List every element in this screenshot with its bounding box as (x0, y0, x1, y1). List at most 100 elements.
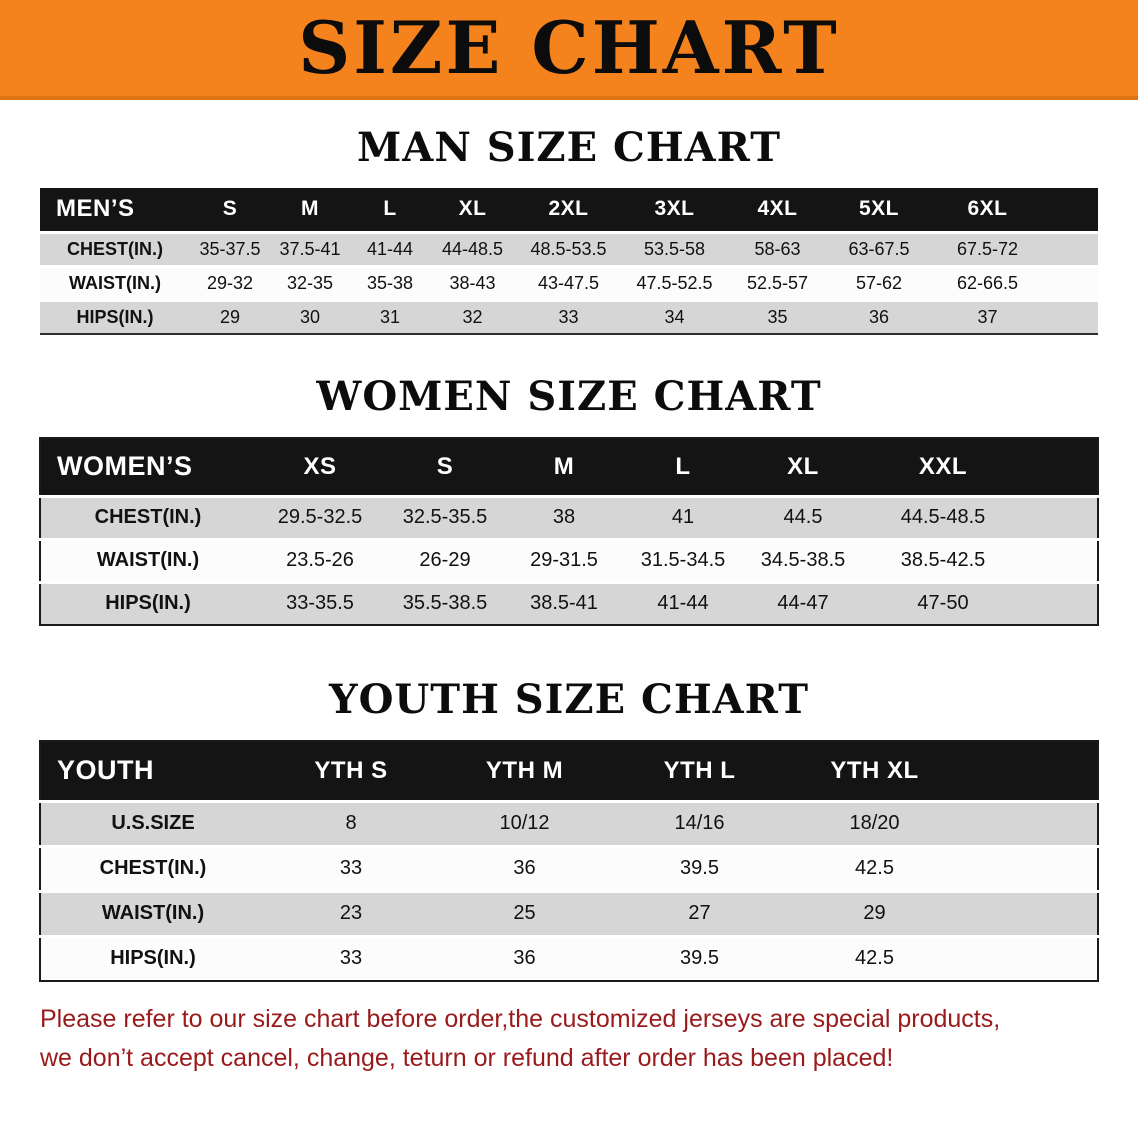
value-cell: 31 (350, 298, 430, 334)
youth-hips-row: HIPS(IN.) 33 36 39.5 42.5 (40, 934, 1098, 981)
size-column-header: YTH M (437, 741, 612, 801)
youth-table-title-cell: YOUTH (40, 741, 265, 801)
value-cell: 44-48.5 (430, 230, 515, 266)
value-cell: 62-66.5 (930, 264, 1045, 300)
row-label: CHEST(IN.) (40, 844, 265, 891)
youth-chart-heading: YOUTH SIZE CHART (329, 676, 809, 723)
value-cell: 47.5-52.5 (622, 264, 727, 300)
size-column-header: M (505, 438, 623, 496)
spacer-cell (962, 934, 1098, 981)
value-cell: 44.5 (743, 494, 863, 539)
spacer-cell (1023, 438, 1098, 496)
size-column-header: L (350, 188, 430, 232)
value-cell: 39.5 (612, 844, 787, 891)
value-cell: 35 (727, 298, 828, 334)
row-label: CHEST(IN.) (40, 494, 255, 539)
value-cell: 39.5 (612, 934, 787, 981)
value-cell: 48.5-53.5 (515, 230, 622, 266)
size-column-header: YTH S (265, 741, 437, 801)
men-table-header-row: MEN’S S M L XL 2XL 3XL 4XL 5XL 6XL (40, 188, 1098, 232)
value-cell: 36 (437, 844, 612, 891)
women-waist-row: WAIST(IN.) 23.5-26 26-29 29-31.5 31.5-34… (40, 537, 1098, 582)
value-cell: 44.5-48.5 (863, 494, 1023, 539)
men-hips-row: HIPS(IN.) 29 30 31 32 33 34 35 36 37 (40, 298, 1098, 334)
value-cell: 33 (515, 298, 622, 334)
value-cell: 35.5-38.5 (385, 580, 505, 625)
value-cell: 36 (828, 298, 930, 334)
spacer-cell (1023, 537, 1098, 582)
value-cell: 33-35.5 (255, 580, 385, 625)
women-chart-heading: WOMEN SIZE CHART (316, 373, 822, 420)
youth-size-table: YOUTH YTH S YTH M YTH L YTH XL U.S.SIZE … (39, 740, 1099, 982)
youth-chest-row: CHEST(IN.) 33 36 39.5 42.5 (40, 844, 1098, 891)
size-column-header: XL (430, 188, 515, 232)
value-cell: 29 (787, 889, 962, 936)
men-size-chart-section: MAN SIZE CHART MEN’S S M L XL 2XL 3XL 4X… (0, 124, 1138, 335)
value-cell: 47-50 (863, 580, 1023, 625)
banner: SIZE CHART (0, 0, 1138, 100)
row-label: WAIST(IN.) (40, 537, 255, 582)
value-cell: 14/16 (612, 799, 787, 846)
value-cell: 25 (437, 889, 612, 936)
value-cell: 32 (430, 298, 515, 334)
value-cell: 42.5 (787, 934, 962, 981)
men-chart-heading: MAN SIZE CHART (357, 124, 781, 171)
value-cell: 32.5-35.5 (385, 494, 505, 539)
value-cell: 44-47 (743, 580, 863, 625)
spacer-cell (962, 844, 1098, 891)
men-table-title-cell: MEN’S (40, 188, 190, 232)
value-cell: 41-44 (350, 230, 430, 266)
row-label: HIPS(IN.) (40, 580, 255, 625)
value-cell: 38.5-41 (505, 580, 623, 625)
youth-waist-row: WAIST(IN.) 23 25 27 29 (40, 889, 1098, 936)
value-cell: 38-43 (430, 264, 515, 300)
women-table-header-row: WOMEN’S XS S M L XL XXL (40, 438, 1098, 496)
size-column-header: M (270, 188, 350, 232)
spacer-cell (1045, 264, 1098, 300)
size-column-header: 3XL (622, 188, 727, 232)
spacer-cell (1045, 230, 1098, 266)
spacer-cell (962, 799, 1098, 846)
size-column-header: XL (743, 438, 863, 496)
row-label: WAIST(IN.) (40, 264, 190, 300)
value-cell: 34.5-38.5 (743, 537, 863, 582)
size-column-header: 4XL (727, 188, 828, 232)
value-cell: 26-29 (385, 537, 505, 582)
women-size-chart-section: WOMEN SIZE CHART WOMEN’S XS S M L XL XXL (0, 373, 1138, 626)
size-column-header: YTH L (612, 741, 787, 801)
value-cell: 35-38 (350, 264, 430, 300)
value-cell: 23.5-26 (255, 537, 385, 582)
value-cell: 29 (190, 298, 270, 334)
size-column-header: 2XL (515, 188, 622, 232)
value-cell: 8 (265, 799, 437, 846)
row-label: CHEST(IN.) (40, 230, 190, 266)
value-cell: 38.5-42.5 (863, 537, 1023, 582)
value-cell: 32-35 (270, 264, 350, 300)
value-cell: 43-47.5 (515, 264, 622, 300)
value-cell: 31.5-34.5 (623, 537, 743, 582)
women-chest-row: CHEST(IN.) 29.5-32.5 32.5-35.5 38 41 44.… (40, 494, 1098, 539)
size-column-header: XXL (863, 438, 1023, 496)
value-cell: 52.5-57 (727, 264, 828, 300)
spacer-cell (962, 889, 1098, 936)
spacer-cell (1045, 298, 1098, 334)
spacer-cell (1023, 580, 1098, 625)
men-waist-row: WAIST(IN.) 29-32 32-35 35-38 38-43 43-47… (40, 264, 1098, 300)
value-cell: 29.5-32.5 (255, 494, 385, 539)
youth-size-chart-section: YOUTH SIZE CHART YOUTH YTH S YTH M YTH L… (0, 676, 1138, 982)
men-size-table: MEN’S S M L XL 2XL 3XL 4XL 5XL 6XL CHEST… (40, 188, 1098, 335)
value-cell: 30 (270, 298, 350, 334)
value-cell: 53.5-58 (622, 230, 727, 266)
row-label: U.S.SIZE (40, 799, 265, 846)
value-cell: 37.5-41 (270, 230, 350, 266)
size-column-header: YTH XL (787, 741, 962, 801)
value-cell: 29-31.5 (505, 537, 623, 582)
value-cell: 34 (622, 298, 727, 334)
value-cell: 23 (265, 889, 437, 936)
women-table-title-cell: WOMEN’S (40, 438, 255, 496)
women-size-table: WOMEN’S XS S M L XL XXL CHEST(IN.) 29.5-… (39, 437, 1099, 626)
value-cell: 33 (265, 844, 437, 891)
value-cell: 37 (930, 298, 1045, 334)
value-cell: 63-67.5 (828, 230, 930, 266)
value-cell: 41-44 (623, 580, 743, 625)
